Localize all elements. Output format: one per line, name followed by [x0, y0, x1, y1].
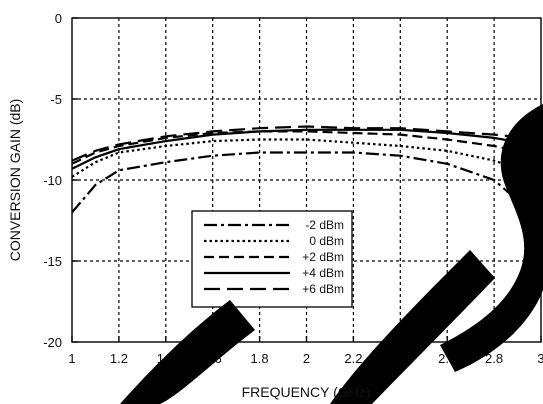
series-line-4 [71, 125, 542, 162]
legend-label-4: +6 dBm [302, 282, 344, 296]
x-tick-label: 2.2 [344, 351, 362, 366]
watermark [120, 104, 543, 404]
legend: -2 dBm 0 dBm +2 dBm +4 dBm +6 dBm [191, 210, 353, 308]
x-tick-label: 1.2 [110, 351, 128, 366]
x-tick-label: 3 [537, 351, 543, 366]
legend-label-3: +4 dBm [302, 266, 344, 280]
y-axis-title: CONVERSION GAIN (dB) [7, 99, 23, 262]
y-tick-label: -10 [43, 173, 62, 188]
x-tick-label: 2 [303, 351, 310, 366]
series-layer [71, 125, 542, 222]
y-tick-label: 0 [55, 11, 62, 26]
legend-label-2: +2 dBm [302, 250, 344, 264]
series-line-3 [71, 128, 542, 170]
x-axis-ticks: 11.21.41.61.822.22.42.62.83 [68, 336, 543, 366]
series-line-0 [71, 151, 542, 222]
x-tick-label: 1 [68, 351, 75, 366]
legend-label-1: 0 dBm [309, 234, 344, 248]
y-tick-label: -5 [50, 92, 62, 107]
x-tick-label: 2.8 [485, 351, 503, 366]
x-tick-label: 1.8 [251, 351, 269, 366]
y-tick-label: -20 [43, 335, 62, 350]
grid [72, 18, 541, 342]
watermark-stroke-1 [120, 300, 255, 404]
legend-label-0: -2 dBm [305, 218, 344, 232]
watermark-stroke-2 [330, 250, 495, 404]
x-axis-title: FREQUENCY (GHz) [242, 384, 371, 400]
y-tick-label: -15 [43, 254, 62, 269]
y-axis-ticks: 0 -5 -10 -15 -20 [43, 11, 78, 350]
legend-box [191, 210, 353, 308]
watermark-stroke-3 [440, 104, 543, 372]
